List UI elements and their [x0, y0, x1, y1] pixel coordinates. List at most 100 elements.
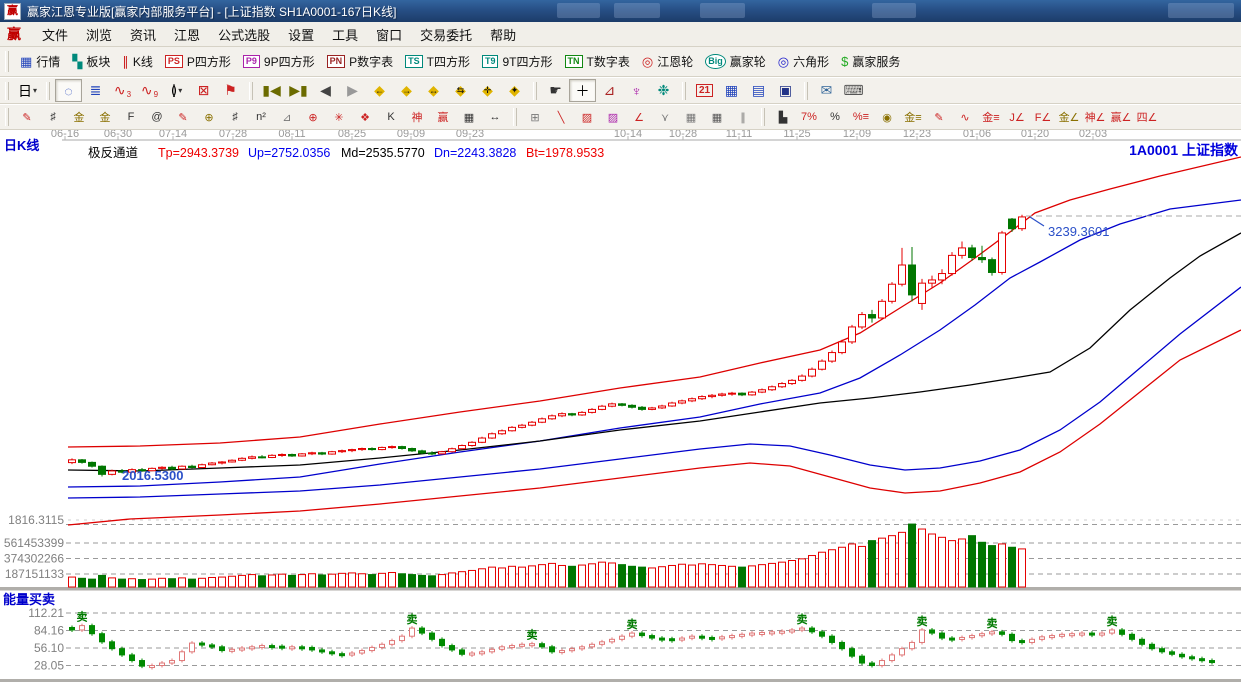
menu-item-9[interactable]: 帮助 [490, 27, 517, 43]
menu-item-7[interactable]: 窗口 [376, 27, 403, 43]
step-forward-icon: ▶ [347, 82, 358, 98]
quotes-button[interactable]: ▦ 行情 [14, 50, 66, 73]
p-digit-table-button[interactable]: PN P数字表 [321, 50, 400, 73]
kline-button[interactable]: ∥ K线 [116, 50, 159, 73]
date-tick-label: 07-14 [159, 130, 187, 140]
info-panel-button[interactable]: ≣ [82, 79, 109, 102]
grid-ruler-tool-button[interactable]: ♯ [50, 111, 56, 123]
menu-item-1[interactable]: 浏览 [86, 27, 113, 43]
zoom-horizontal-button[interactable]: ◆ ↔ [420, 79, 447, 102]
wave-3-button[interactable]: ∿ 3 [109, 79, 136, 102]
spiral-tool-button[interactable]: @ [151, 111, 163, 123]
brush-2-tool-button[interactable]: ✎ [934, 111, 944, 124]
period-day-button[interactable]: 日 ▾ [14, 79, 41, 102]
p-square-button[interactable]: PS P四方形 [159, 50, 237, 73]
pencil-tool-button[interactable]: ✎ [22, 111, 32, 124]
save-button[interactable]: ▣ [772, 79, 799, 102]
notes-button[interactable]: ▤ [745, 79, 772, 102]
grid-tool-tool-button[interactable]: ⊞ [530, 111, 540, 124]
dense-grid-2-tool-button[interactable]: ▦ [711, 111, 723, 124]
stats-bars-tool-button[interactable]: ▙ [778, 111, 788, 124]
gold-lines-red-tool-button[interactable]: 金≡ [982, 112, 1000, 124]
n-square-tool-button[interactable]: n² [256, 111, 266, 123]
parallel-lines-tool-button[interactable]: ∥ [740, 111, 746, 124]
gann-tool-button[interactable]: ♆ [623, 79, 650, 102]
gold-lines-tool-button[interactable]: 金≡ [904, 112, 922, 124]
step-forward-button[interactable]: ▶ [339, 79, 366, 102]
neural-tool-button[interactable]: ❉ [650, 79, 677, 102]
t-square-icon: TS [405, 55, 423, 68]
web-grid-tool-button[interactable]: ❖ [360, 111, 370, 124]
shen-grid-tool-button[interactable]: 神 [411, 112, 423, 124]
menu-item-5[interactable]: 设置 [288, 27, 315, 43]
ying-grid-tool-button[interactable]: 赢 [437, 112, 449, 124]
gold-grid-1-tool-button[interactable]: 金 [73, 112, 85, 124]
gold-angle-tool-button[interactable]: 金∠ [1058, 112, 1080, 124]
flag-tool-button[interactable]: ⚑ [217, 79, 244, 102]
sectors-button[interactable]: ▚ 板块 [66, 50, 116, 73]
h-span-tool-button[interactable]: ↔ [489, 111, 501, 123]
shen-angle-tool-button[interactable]: 神∠ [1084, 112, 1106, 124]
menu-item-6[interactable]: 工具 [332, 27, 359, 43]
winner-wheel-button[interactable]: Big 赢家轮 [699, 50, 772, 73]
calendar-button[interactable]: 21 [691, 79, 718, 102]
star-grid-tool-button[interactable]: ✳ [334, 111, 344, 124]
number-grid-tool-button[interactable]: ▦ [463, 111, 475, 124]
percent-tool-button[interactable]: % [830, 111, 840, 123]
wave-check-tool-button[interactable]: ⋎ [660, 111, 670, 124]
expand-button[interactable]: ◆ ✛ [474, 79, 501, 102]
gold-grid-2-tool-button[interactable]: 金 [99, 112, 111, 124]
go-last-button[interactable]: ▶▮ [285, 79, 312, 102]
seven-percent-tool-button[interactable]: 7% [801, 111, 817, 123]
rays-tool-button[interactable]: ╲ [557, 111, 565, 124]
compress-button[interactable]: ◆ ⇆ [447, 79, 474, 102]
dense-grid-tool-button[interactable]: ▦ [685, 111, 697, 124]
menu-item-2[interactable]: 资讯 [130, 27, 157, 43]
wave-lines-tool-button[interactable]: ∿ [960, 111, 970, 124]
hexagon-button[interactable]: ◎ 六角形 [772, 50, 835, 73]
step-back-button[interactable]: ◀ [312, 79, 339, 102]
region-select-button[interactable]: ◌ [55, 79, 82, 102]
angle-rays-tool-button[interactable]: ∠ [634, 111, 644, 124]
date-tick-label: 10-28 [669, 130, 697, 140]
pattern-box-button[interactable]: ⊠ [190, 79, 217, 102]
angle-gray-tool-button[interactable]: ⊿ [282, 111, 292, 124]
wave-9-button[interactable]: ∿ 9 [136, 79, 163, 102]
go-first-button[interactable]: ▮◀ [258, 79, 285, 102]
workstation-button[interactable]: ⌨ [840, 79, 867, 102]
fit-all-button[interactable]: ◆ ✦ [501, 79, 528, 102]
ying-angle-tool-button[interactable]: 赢∠ [1110, 112, 1132, 124]
t-digit-table-button[interactable]: TN T数字表 [559, 50, 636, 73]
percent-lines-tool-button[interactable]: %≡ [852, 111, 870, 123]
9t-square-button[interactable]: T9 9T四方形 [476, 50, 559, 73]
calculator-button[interactable]: ▦ [718, 79, 745, 102]
red-gridbox-tool-button[interactable]: ▨ [581, 111, 593, 124]
menu-item-3[interactable]: 江恩 [174, 27, 201, 43]
shift-right-button[interactable]: ◆ → [393, 79, 420, 102]
shift-left-button[interactable]: ◆ ← [366, 79, 393, 102]
pan-hand-button[interactable]: ☛ [542, 79, 569, 102]
menu-item-0[interactable]: 文件 [42, 27, 69, 43]
crosshair-button[interactable]: ＋ [569, 79, 596, 102]
mail-button[interactable]: ✉ [813, 79, 840, 102]
f-grid-tool-button[interactable]: F [127, 111, 135, 123]
gann-wheel-button[interactable]: ◎ 江恩轮 [636, 50, 699, 73]
gold-circle-tool-button[interactable]: ◉ [882, 111, 892, 124]
brush-tool-button[interactable]: ✎ [178, 111, 188, 124]
four-angle-tool-button[interactable]: 四∠ [1136, 112, 1158, 124]
hash-grid-tool-button[interactable]: ♯ [232, 111, 238, 123]
menu-item-4[interactable]: 公式选股 [218, 27, 271, 43]
k-double-tool-button[interactable]: K [387, 111, 395, 123]
target-red-tool-button[interactable]: ⊕ [308, 111, 318, 124]
chart-canvas[interactable]: 06-16 06-30 07-14 07-28 08-11 08-25 09-09 09-23… [0, 128, 1241, 686]
t-square-button[interactable]: TS T四方形 [399, 50, 476, 73]
winner-service-button[interactable]: $ 赢家服务 [835, 50, 906, 73]
j-angle-tool-button[interactable]: J∠ [1009, 111, 1025, 124]
menu-item-8[interactable]: 交易委托 [420, 27, 473, 43]
9p-square-button[interactable]: P9 9P四方形 [237, 50, 321, 73]
candle-style-button[interactable]: ≬ ▾ [163, 79, 190, 102]
circle-gauge-tool-button[interactable]: ⊕ [204, 111, 214, 124]
angle-tool-button[interactable]: ⊿ [596, 79, 623, 102]
f-angle-tool-button[interactable]: F∠ [1034, 111, 1052, 124]
purple-gridbox-tool-button[interactable]: ▨ [607, 111, 619, 124]
